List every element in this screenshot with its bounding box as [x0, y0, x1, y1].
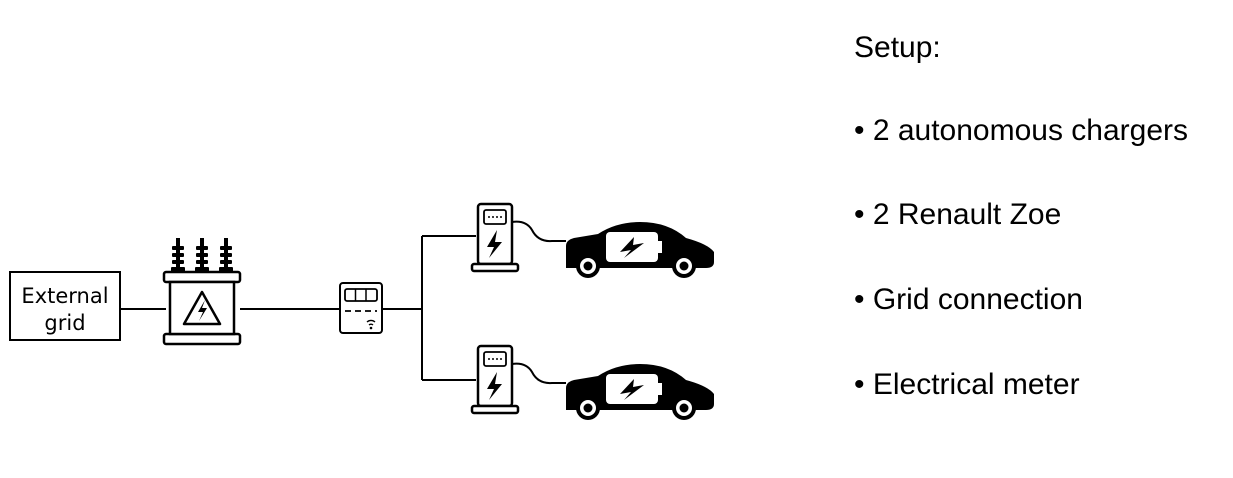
transformer-icon: [162, 238, 242, 346]
connection-wires: [120, 235, 476, 381]
setup-item-grid-connection: • Grid connection: [854, 283, 1083, 316]
electric-car-icon: [566, 222, 714, 278]
external-grid-node: External grid: [9, 271, 121, 341]
setup-item-chargers: • 2 autonomous chargers: [854, 114, 1189, 147]
electric-car-icon: [566, 364, 714, 420]
charger-icon: [470, 344, 566, 415]
setup-panel: Setup: • 2 autonomous chargers • 2 Renau…: [854, 30, 1224, 401]
external-grid-label-line1: External: [21, 284, 108, 308]
setup-title: Setup:: [854, 31, 941, 64]
charging-setup-diagram: External grid: [9, 202, 714, 420]
charger-icon: [470, 202, 566, 273]
setup-item-meter: • Electrical meter: [854, 368, 1080, 401]
external-grid-label-line2: grid: [44, 311, 85, 335]
electrical-meter-icon: [339, 282, 383, 334]
setup-item-cars: • 2 Renault Zoe: [854, 198, 1062, 231]
